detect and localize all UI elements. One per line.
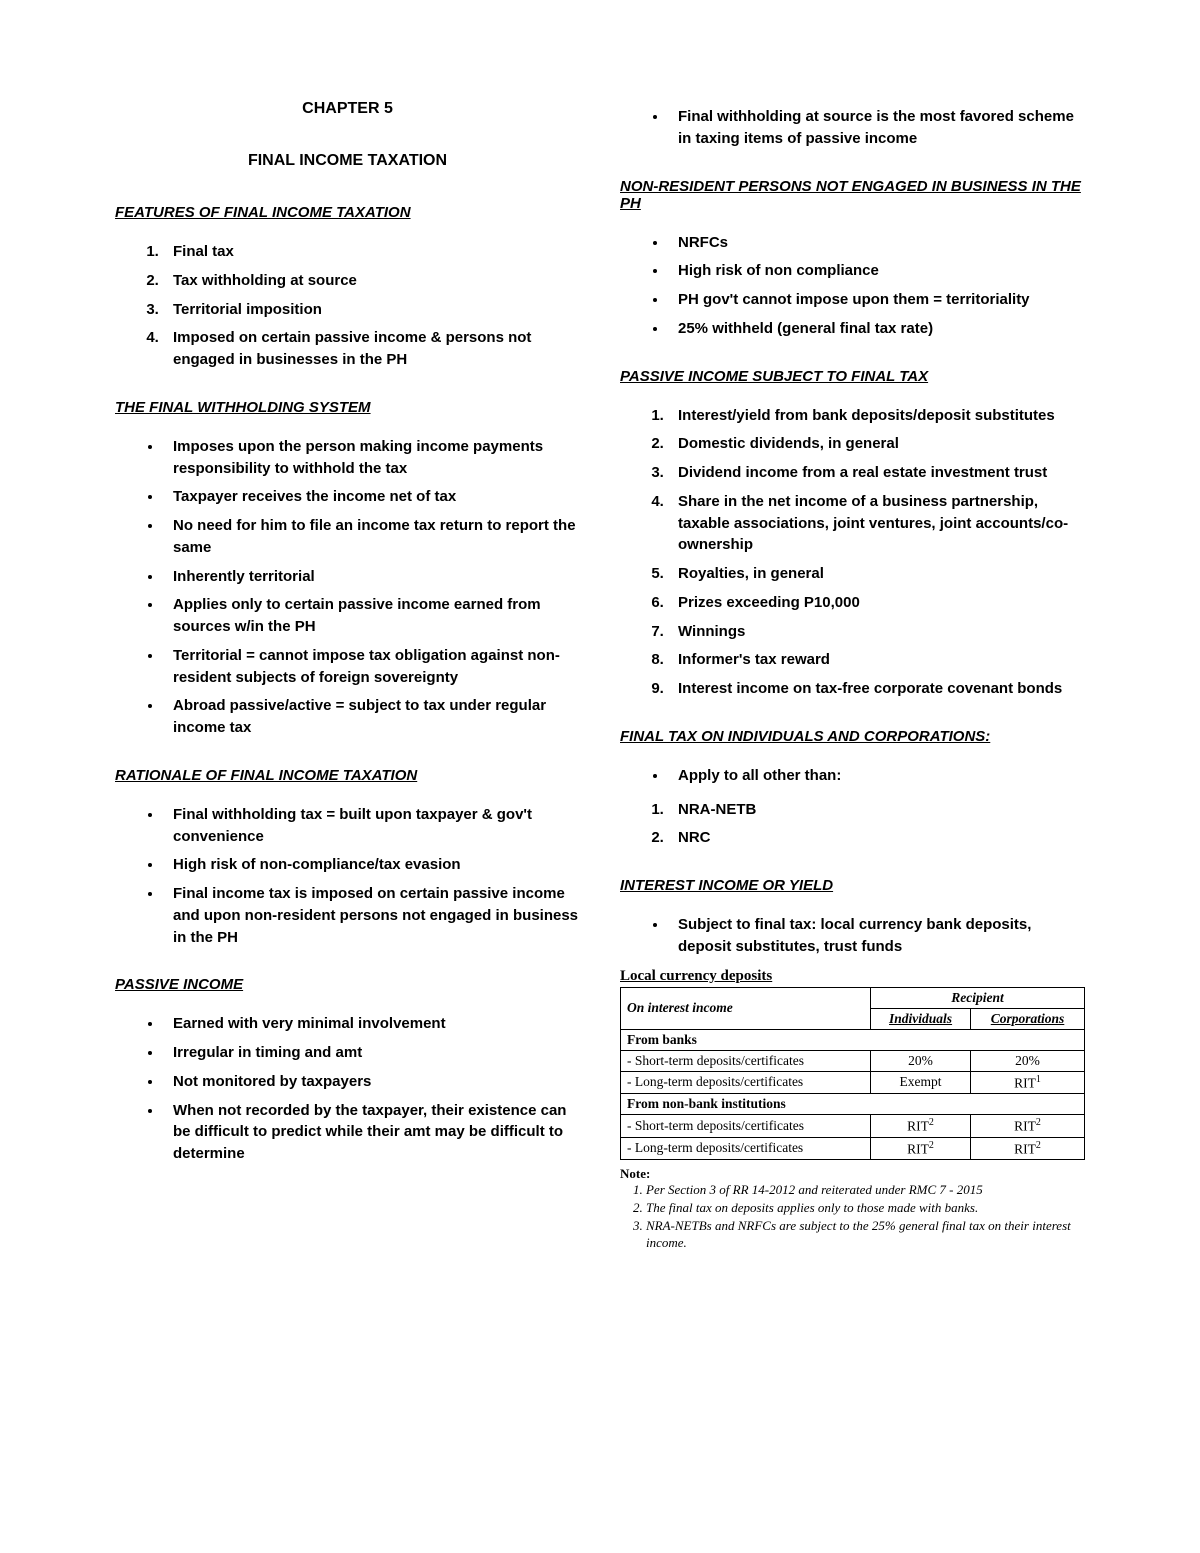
nonresident-list: NRFCs High risk of non compliance PH gov… <box>620 232 1085 340</box>
deposits-table-section: Local currency deposits On interest inco… <box>620 968 1085 1252</box>
list-item: 25% withheld (general final tax rate) <box>668 318 1085 340</box>
col-corporations: Corporations <box>971 1008 1085 1029</box>
list-item: Final income tax is imposed on certain p… <box>163 883 580 948</box>
table-row: Long-term deposits/certificates Exempt R… <box>621 1071 1085 1094</box>
cell-value: RIT2 <box>871 1137 971 1160</box>
group-from-nonbank: From non-bank institutions <box>621 1094 1085 1115</box>
deposits-table: On interest income Recipient Individuals… <box>620 987 1085 1161</box>
list-item: Imposes upon the person making income pa… <box>163 436 580 480</box>
list-item: Interest/yield from bank deposits/deposi… <box>668 405 1085 427</box>
list-item: NRC <box>668 827 1085 849</box>
section-heading-withholding: THE FINAL WITHHOLDING SYSTEM <box>115 399 580 416</box>
cell-value: RIT2 <box>871 1115 971 1138</box>
two-column-layout: CHAPTER 5 FINAL INCOME TAXATION FEATURES… <box>115 100 1085 1253</box>
list-item: Taxpayer receives the income net of tax <box>163 486 580 508</box>
list-item: Interest income on tax-free corporate co… <box>668 678 1085 700</box>
list-item: Abroad passive/active = subject to tax u… <box>163 695 580 739</box>
list-item: When not recorded by the taxpayer, their… <box>163 1100 580 1165</box>
cell-value: RIT2 <box>971 1137 1085 1160</box>
table-row: From banks <box>621 1029 1085 1050</box>
top-continuation-list: Final withholding at source is the most … <box>620 106 1085 150</box>
final-tax-numbered: NRA-NETB NRC <box>620 799 1085 850</box>
list-item: Irregular in timing and amt <box>163 1042 580 1064</box>
table-row: Short-term deposits/certificates RIT2 RI… <box>621 1115 1085 1138</box>
note-item: Per Section 3 of RR 14-2012 and reiterat… <box>646 1182 1085 1199</box>
section-heading-passive-subject: PASSIVE INCOME SUBJECT TO FINAL TAX <box>620 368 1085 385</box>
page-title: FINAL INCOME TAXATION <box>115 152 580 170</box>
left-column: CHAPTER 5 FINAL INCOME TAXATION FEATURES… <box>115 100 580 1253</box>
list-item: NRFCs <box>668 232 1085 254</box>
table-title: Local currency deposits <box>620 968 1085 985</box>
recipient-header: Recipient <box>871 987 1085 1008</box>
list-item: Territorial imposition <box>163 299 580 321</box>
list-item: NRA-NETB <box>668 799 1085 821</box>
row-label: Long-term deposits/certificates <box>621 1137 871 1160</box>
list-item: Final withholding at source is the most … <box>668 106 1085 150</box>
list-item: Subject to final tax: local currency ban… <box>668 914 1085 958</box>
features-list: Final tax Tax withholding at source Terr… <box>115 241 580 371</box>
row-label: Short-term deposits/certificates <box>621 1050 871 1071</box>
list-item: Imposed on certain passive income & pers… <box>163 327 580 371</box>
list-item: Royalties, in general <box>668 563 1085 585</box>
list-item: Prizes exceeding P10,000 <box>668 592 1085 614</box>
note-item: The final tax on deposits applies only t… <box>646 1200 1085 1217</box>
list-item: Applies only to certain passive income e… <box>163 594 580 638</box>
cell-value: 20% <box>871 1050 971 1071</box>
passive-subject-list: Interest/yield from bank deposits/deposi… <box>620 405 1085 700</box>
list-item: No need for him to file an income tax re… <box>163 515 580 559</box>
table-row: Long-term deposits/certificates RIT2 RIT… <box>621 1137 1085 1160</box>
section-heading-features: FEATURES OF FINAL INCOME TAXATION <box>115 204 580 221</box>
list-item: Tax withholding at source <box>163 270 580 292</box>
group-from-banks: From banks <box>621 1029 1085 1050</box>
right-column: Final withholding at source is the most … <box>620 100 1085 1253</box>
col-individuals: Individuals <box>871 1008 971 1029</box>
cell-value: Exempt <box>871 1071 971 1094</box>
note-label: Note: <box>620 1166 650 1181</box>
withholding-list: Imposes upon the person making income pa… <box>115 436 580 739</box>
cell-value: RIT2 <box>971 1115 1085 1138</box>
list-item: Not monitored by taxpayers <box>163 1071 580 1093</box>
list-item: Domestic dividends, in general <box>668 433 1085 455</box>
cell-value: 20% <box>971 1050 1085 1071</box>
section-heading-passive: PASSIVE INCOME <box>115 976 580 993</box>
row-label: Short-term deposits/certificates <box>621 1115 871 1138</box>
list-item: Final withholding tax = built upon taxpa… <box>163 804 580 848</box>
list-item: Inherently territorial <box>163 566 580 588</box>
chapter-label: CHAPTER 5 <box>115 100 580 118</box>
list-item: Dividend income from a real estate inves… <box>668 462 1085 484</box>
notes-list: Per Section 3 of RR 14-2012 and reiterat… <box>620 1182 1085 1252</box>
list-item: High risk of non compliance <box>668 260 1085 282</box>
section-heading-rationale: RATIONALE OF FINAL INCOME TAXATION <box>115 767 580 784</box>
list-item: Share in the net income of a business pa… <box>668 491 1085 556</box>
passive-list: Earned with very minimal involvement Irr… <box>115 1013 580 1165</box>
list-item: Informer's tax reward <box>668 649 1085 671</box>
final-tax-bullets: Apply to all other than: <box>620 765 1085 787</box>
table-row: Short-term deposits/certificates 20% 20% <box>621 1050 1085 1071</box>
list-item: Territorial = cannot impose tax obligati… <box>163 645 580 689</box>
note-item: NRA-NETBs and NRFCs are subject to the 2… <box>646 1218 1085 1252</box>
table-corner: On interest income <box>621 987 871 1029</box>
section-heading-final-tax: FINAL TAX ON INDIVIDUALS AND CORPORATION… <box>620 728 1085 745</box>
row-label: Long-term deposits/certificates <box>621 1071 871 1094</box>
list-item: PH gov't cannot impose upon them = terri… <box>668 289 1085 311</box>
interest-bullets: Subject to final tax: local currency ban… <box>620 914 1085 958</box>
section-heading-interest: INTEREST INCOME OR YIELD <box>620 877 1085 894</box>
list-item: Final tax <box>163 241 580 263</box>
list-item: Earned with very minimal involvement <box>163 1013 580 1035</box>
list-item: Winnings <box>668 621 1085 643</box>
section-heading-nonresident: NON-RESIDENT PERSONS NOT ENGAGED IN BUSI… <box>620 178 1085 212</box>
table-row: On interest income Recipient <box>621 987 1085 1008</box>
cell-value: RIT1 <box>971 1071 1085 1094</box>
list-item: Apply to all other than: <box>668 765 1085 787</box>
table-row: From non-bank institutions <box>621 1094 1085 1115</box>
notes-section: Note: Per Section 3 of RR 14-2012 and re… <box>620 1166 1085 1252</box>
rationale-list: Final withholding tax = built upon taxpa… <box>115 804 580 949</box>
list-item: High risk of non-compliance/tax evasion <box>163 854 580 876</box>
